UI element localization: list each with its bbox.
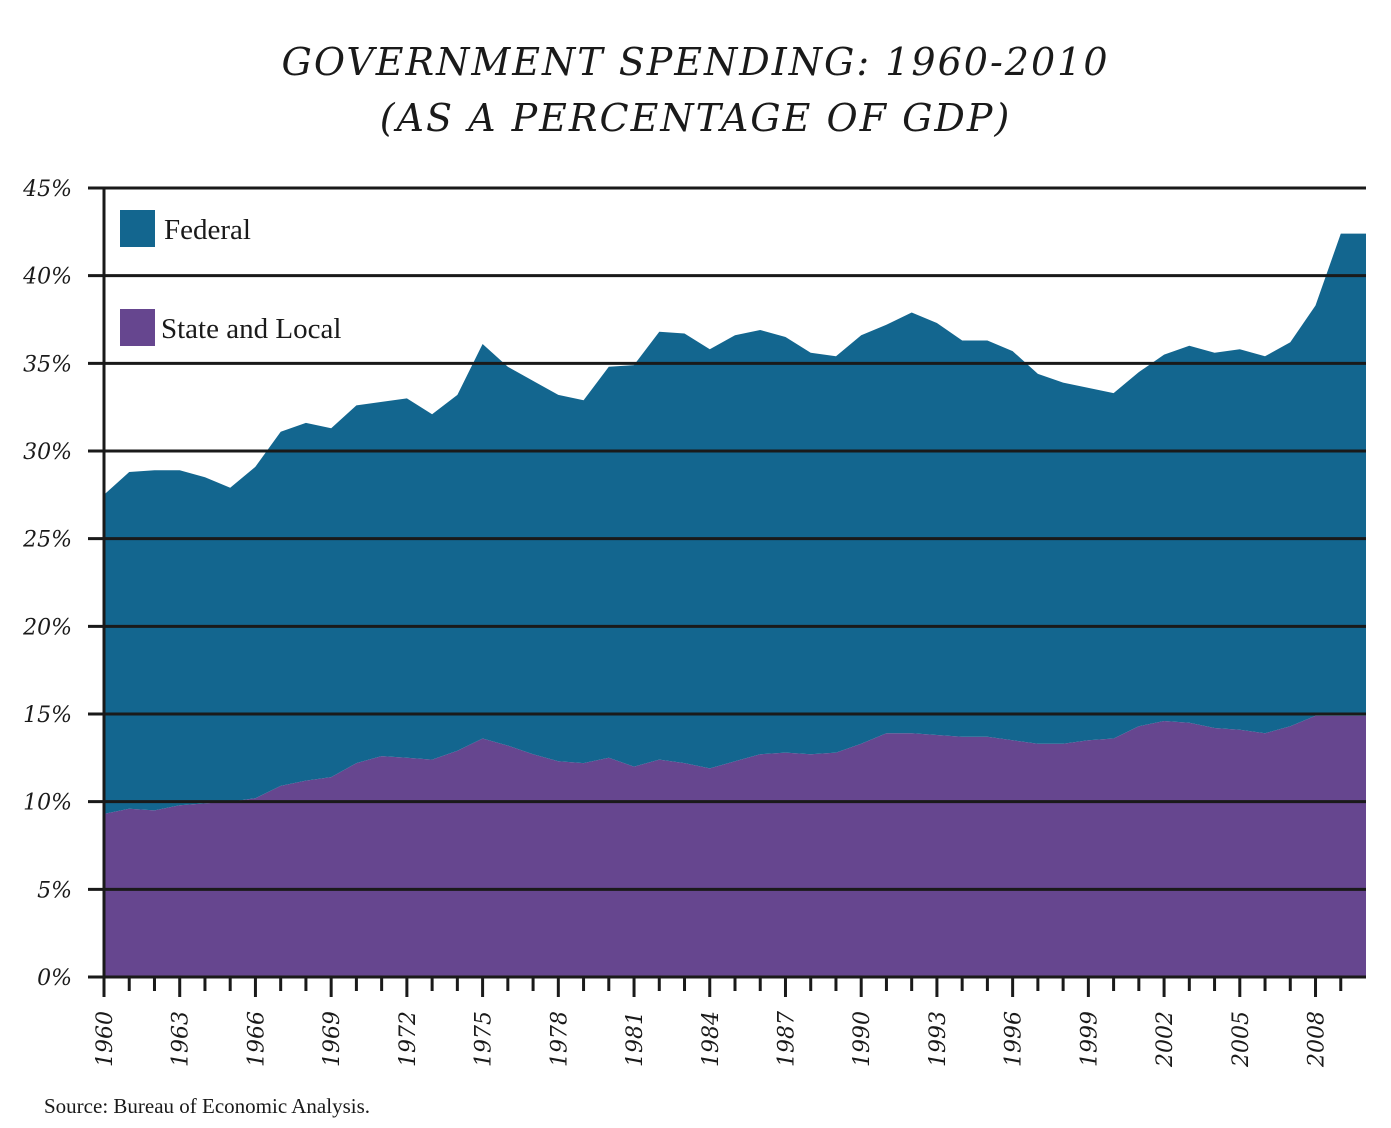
x-tick-label: 1972 [396,1011,421,1067]
y-tick-label: 15% [23,703,72,728]
x-tick-label: 2002 [1153,1011,1178,1068]
x-tick-label: 2005 [1229,1011,1254,1068]
area-federal [104,233,1366,814]
source-note: Source: Bureau of Economic Analysis. [44,1094,371,1118]
x-tick-label: 1990 [850,1011,875,1067]
y-tick-label: 35% [23,352,72,377]
chart-subtitle: (AS A PERCENTAGE OF GDP) [379,96,1012,140]
y-tick-label: 10% [23,791,72,816]
legend-label: State and Local [161,313,341,345]
y-tick-label: 40% [22,265,72,290]
x-tick-label: 1960 [93,1011,118,1067]
legend-swatch [120,210,155,247]
y-axis: 0% 5% 10% 15% 20% 25% 30% 35% 40% 45% [22,177,106,991]
y-tick-label: 5% [37,878,72,903]
x-tick-label: 1999 [1077,1011,1102,1067]
y-tick-label: 30% [23,440,72,465]
chart-title: GOVERNMENT SPENDING: 1960-2010 [281,40,1110,84]
legend-label: Federal [164,214,251,246]
y-tick-label: 25% [22,528,72,553]
x-tick-label: 1981 [623,1011,648,1067]
y-tick-label: 45% [22,177,72,202]
legend: Federal State and Local [120,210,341,346]
area-state-and-local [104,715,1366,977]
plot-areas [104,233,1366,977]
legend-swatch [120,309,155,346]
x-tick-label: 1969 [320,1011,345,1067]
x-tick-label: 1963 [169,1011,194,1067]
y-tick-label: 20% [22,615,72,640]
x-tick-label: 1993 [926,1011,951,1067]
x-tick-label: 1966 [244,1011,269,1067]
gridlines [88,186,1366,979]
x-tick-label: 1975 [472,1011,497,1067]
x-tick-label: 2008 [1305,1011,1330,1068]
x-axis: 1960 1963 1966 1969 1972 1975 1978 1981 1984 1987… [93,977,1343,1068]
x-tick-label: 1996 [1002,1011,1027,1067]
y-tick-label: 0% [37,966,72,991]
x-tick-label: 1987 [774,1011,799,1067]
x-tick-label: 1984 [699,1011,724,1067]
x-tick-label: 1978 [547,1011,572,1067]
